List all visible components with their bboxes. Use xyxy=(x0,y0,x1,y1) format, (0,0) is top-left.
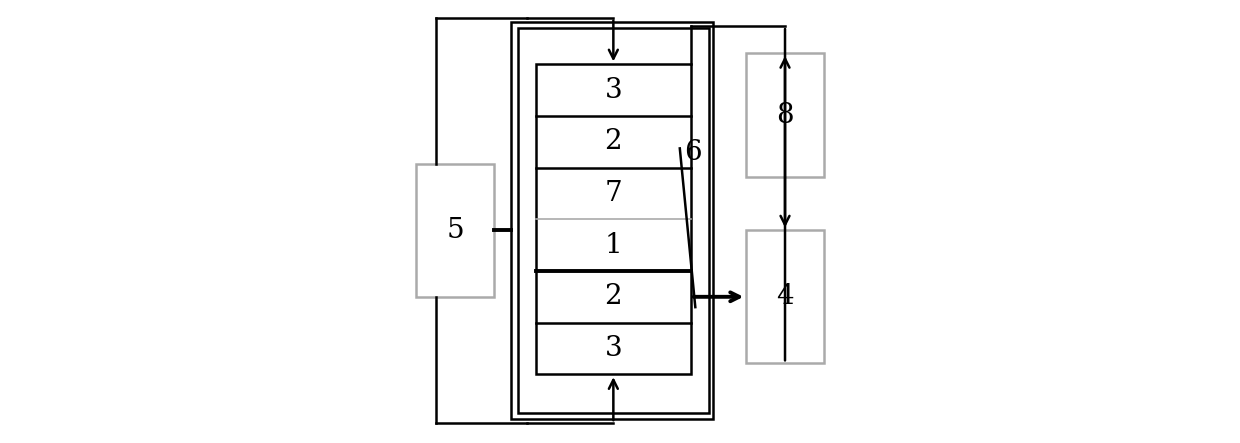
Bar xyxy=(536,64,691,374)
Text: 5: 5 xyxy=(446,217,464,244)
Bar xyxy=(746,53,823,177)
Text: 1: 1 xyxy=(604,232,622,259)
Bar xyxy=(417,164,494,297)
Bar xyxy=(746,230,823,363)
Text: 8: 8 xyxy=(776,102,794,128)
Text: 3: 3 xyxy=(605,77,622,104)
Text: 4: 4 xyxy=(776,284,794,310)
Text: 3: 3 xyxy=(605,335,622,362)
Text: 6: 6 xyxy=(684,140,702,166)
Text: 2: 2 xyxy=(605,284,622,310)
Bar xyxy=(511,22,713,419)
Text: 2: 2 xyxy=(605,128,622,155)
Bar xyxy=(518,28,708,413)
Text: 7: 7 xyxy=(604,180,622,207)
